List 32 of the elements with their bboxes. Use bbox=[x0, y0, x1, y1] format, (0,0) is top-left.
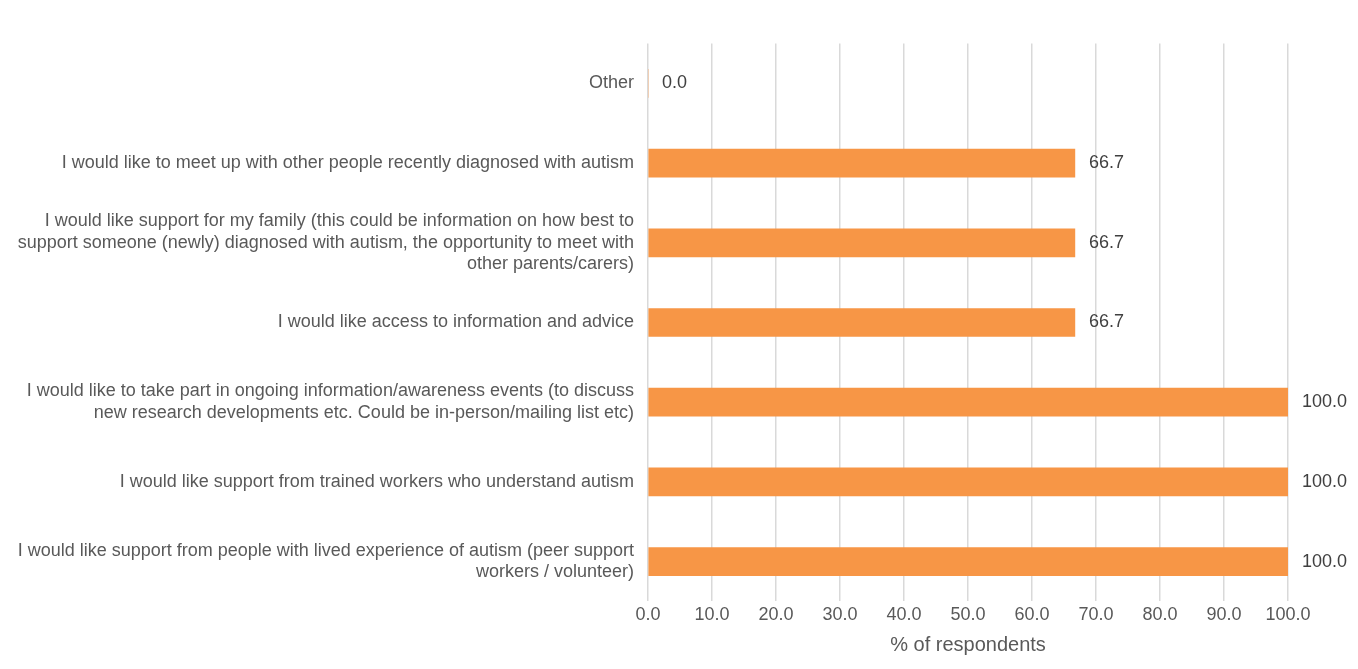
data-label: 66.7 bbox=[1088, 152, 1124, 173]
x-axis-title: % of respondents bbox=[890, 632, 1046, 655]
y-tick-label: Other bbox=[588, 72, 634, 93]
x-tick-label: 70.0 bbox=[1078, 604, 1114, 625]
data-label: 100.0 bbox=[1302, 550, 1348, 571]
bar bbox=[648, 148, 1076, 178]
data-label: 100.0 bbox=[1302, 391, 1348, 412]
x-tick-label: 0.0 bbox=[635, 604, 661, 625]
x-tick-label: 30.0 bbox=[822, 604, 858, 625]
x-tick-label: 80.0 bbox=[1142, 604, 1178, 625]
x-tick-label: 90.0 bbox=[1206, 604, 1242, 625]
data-label: 66.7 bbox=[1088, 231, 1124, 252]
bar bbox=[648, 228, 1076, 258]
y-tick-label: I would like to meet up with other people recently diagnosed with autism bbox=[61, 152, 634, 173]
y-tick-label: I would like to take part in ongoing information/awareness events (to discuss new research developments etc. Could be in-person/mailing list etc) bbox=[26, 380, 634, 422]
x-tick-label: 100.0 bbox=[1265, 604, 1311, 625]
x-tick-label: 40.0 bbox=[886, 604, 922, 625]
y-tick-label: I would like support from people with lived experience of autism (peer support workers / volunteer) bbox=[17, 539, 634, 582]
y-tick-label: I would like support for my family (this could be information on how best to support someone (newly) diagnosed with autism, the opportunity to meet with other parents/carers) bbox=[17, 210, 634, 274]
bar bbox=[648, 467, 1288, 497]
data-label: 0.0 bbox=[662, 72, 688, 93]
x-tick-label: 50.0 bbox=[950, 604, 986, 625]
data-label: 100.0 bbox=[1302, 470, 1348, 491]
bar bbox=[648, 308, 1076, 337]
bar bbox=[648, 387, 1288, 417]
x-tick-label: 60.0 bbox=[1014, 604, 1050, 625]
x-tick-label: 20.0 bbox=[758, 604, 794, 625]
y-tick-label: I would like access to information and advice bbox=[277, 311, 634, 332]
bar bbox=[648, 547, 1288, 576]
y-tick-label: I would like support from trained workers who understand autism bbox=[119, 470, 634, 491]
x-tick-label: 10.0 bbox=[694, 604, 730, 625]
data-label: 66.7 bbox=[1088, 311, 1124, 332]
